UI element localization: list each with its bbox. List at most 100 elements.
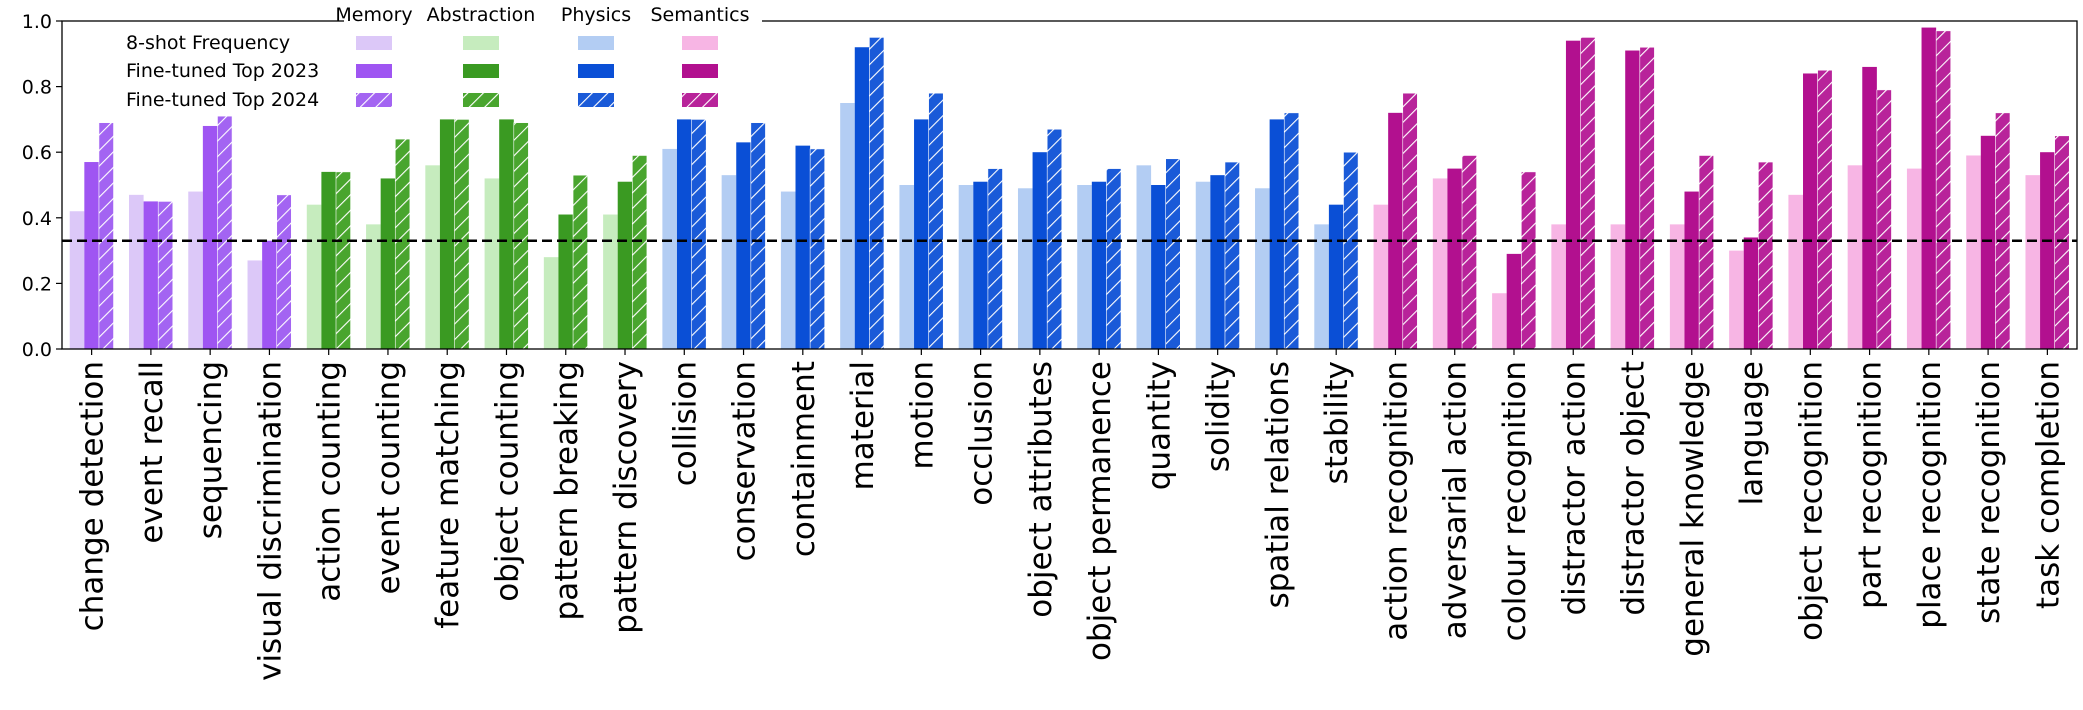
x-tick-label: stability <box>1319 361 1355 484</box>
bar-state-recognition-s2 <box>1995 112 2011 350</box>
x-tick-label: adversarial action <box>1438 361 1474 639</box>
bar-language-s0 <box>1729 250 1744 349</box>
x-tick-label: general knowledge <box>1675 361 1711 657</box>
bar-motion-s1 <box>914 119 929 350</box>
y-tick-label: 0.2 <box>22 273 52 295</box>
bar-stability-s1 <box>1328 204 1344 349</box>
bar-action-recognition-s2 <box>1402 92 1418 350</box>
bar-collision-s1 <box>676 119 692 350</box>
x-tick-label: colour recognition <box>1497 361 1533 641</box>
bar-language-s2 <box>1758 161 1774 350</box>
bar-containment-s1 <box>795 145 811 349</box>
x-tick-label: language <box>1734 361 1770 505</box>
x-tick-label: object attributes <box>1023 361 1059 618</box>
legend-row-label: 8-shot Frequency <box>126 32 290 54</box>
bar-feature-matching-s1 <box>439 119 455 350</box>
bar-language-s1 <box>1743 237 1759 349</box>
x-tick-label: part recognition <box>1853 361 1889 609</box>
bar-task-completion-s2 <box>2054 135 2070 350</box>
bar-feature-matching-s0 <box>425 165 440 349</box>
x-tick-label: containment <box>786 361 822 557</box>
bar-occlusion-s0 <box>958 185 974 349</box>
legend-column-label: Physics <box>561 4 631 26</box>
bar-object-counting-s1 <box>499 119 514 350</box>
x-tick-label: solidity <box>1201 361 1237 472</box>
bar-sequencing-s2 <box>217 115 233 350</box>
bar-conservation-s0 <box>721 175 737 349</box>
bar-material-s1 <box>854 47 870 350</box>
x-tick-label: object recognition <box>1793 361 1829 641</box>
x-tick-label: quantity <box>1141 361 1177 490</box>
bar-distractor-object-s1 <box>1625 50 1640 350</box>
x-tick-label: spatial relations <box>1260 361 1296 608</box>
bar-part-recognition-s1 <box>1862 66 1877 350</box>
bar-distractor-action-s1 <box>1565 40 1581 350</box>
legend-row-label: Fine-tuned Top 2024 <box>126 89 319 111</box>
legend-swatch <box>578 93 614 107</box>
bar-sequencing-s1 <box>202 125 218 350</box>
legend-swatch <box>463 36 499 50</box>
bar-place-recognition-s2 <box>1935 30 1952 350</box>
bar-object-recognition-s2 <box>1817 69 1833 350</box>
bar-containment-s2 <box>809 148 826 350</box>
x-tick-label: occlusion <box>964 361 1000 506</box>
bar-occlusion-s2 <box>987 168 1003 350</box>
bar-task-completion-s1 <box>2040 152 2055 349</box>
x-tick-label: action counting <box>312 361 348 602</box>
x-tick-label: object permanence <box>1082 361 1118 661</box>
bar-spatial-relations-s2 <box>1283 112 1300 350</box>
x-tick-label: state recognition <box>1971 361 2007 624</box>
x-tick-label: distractor object <box>1616 361 1652 616</box>
bar-colour-recognition-s0 <box>1492 293 1507 349</box>
bar-object-counting-s2 <box>513 122 529 350</box>
bar-solidity-s2 <box>1224 161 1240 350</box>
bar-action-counting-s0 <box>306 204 322 349</box>
bar-conservation-s1 <box>736 142 751 349</box>
x-tick-label: visual discrimination <box>252 361 288 681</box>
legend-column-label: Abstraction <box>427 4 536 26</box>
bar-visual-discrimination-s2 <box>276 194 292 350</box>
bar-pattern-discovery-s0 <box>603 214 618 349</box>
bar-distractor-object-s2 <box>1639 46 1655 350</box>
bar-spatial-relations-s1 <box>1269 119 1285 350</box>
legend-swatch <box>682 93 718 107</box>
legend-column-label: Semantics <box>650 4 749 26</box>
bar-event-counting-s2 <box>394 138 411 350</box>
bar-visual-discrimination-s1 <box>262 240 277 349</box>
bar-object-counting-s0 <box>484 178 500 349</box>
bar-pattern-discovery-s2 <box>632 155 648 350</box>
bar-distractor-action-s0 <box>1551 224 1566 349</box>
bar-general-knowledge-s2 <box>1698 155 1714 350</box>
bar-motion-s0 <box>899 185 915 349</box>
bar-adversarial-action-s2 <box>1461 155 1477 350</box>
bar-pattern-breaking-s2 <box>572 174 588 350</box>
bar-place-recognition-s1 <box>1921 27 1937 350</box>
bar-pattern-breaking-s1 <box>558 214 574 349</box>
bar-event-counting-s0 <box>366 224 381 349</box>
bar-object-recognition-s0 <box>1788 194 1804 349</box>
legend-swatch <box>356 93 392 107</box>
bar-object-attributes-s0 <box>1017 188 1033 349</box>
bar-event-counting-s1 <box>380 178 396 349</box>
legend-swatch <box>682 64 718 78</box>
bar-action-recognition-s1 <box>1388 112 1403 349</box>
bar-object-attributes-s1 <box>1032 152 1048 349</box>
bar-colour-recognition-s2 <box>1520 171 1537 350</box>
bar-state-recognition-s1 <box>1980 135 1996 349</box>
legend-swatch <box>578 64 614 78</box>
legend-swatch <box>682 36 718 50</box>
y-tick-label: 0.4 <box>22 208 52 230</box>
legend-swatch <box>356 36 392 50</box>
bar-motion-s2 <box>928 92 944 350</box>
bar-pattern-breaking-s0 <box>543 257 559 349</box>
bar-quantity-s1 <box>1151 185 1166 349</box>
bar-visual-discrimination-s0 <box>247 260 263 349</box>
bar-conservation-s2 <box>750 122 766 350</box>
bar-spatial-relations-s0 <box>1255 188 1270 349</box>
bar-material-s0 <box>840 103 855 349</box>
x-tick-label: collision <box>667 361 703 486</box>
bar-action-counting-s1 <box>321 171 336 349</box>
bar-pattern-discovery-s1 <box>617 181 633 349</box>
